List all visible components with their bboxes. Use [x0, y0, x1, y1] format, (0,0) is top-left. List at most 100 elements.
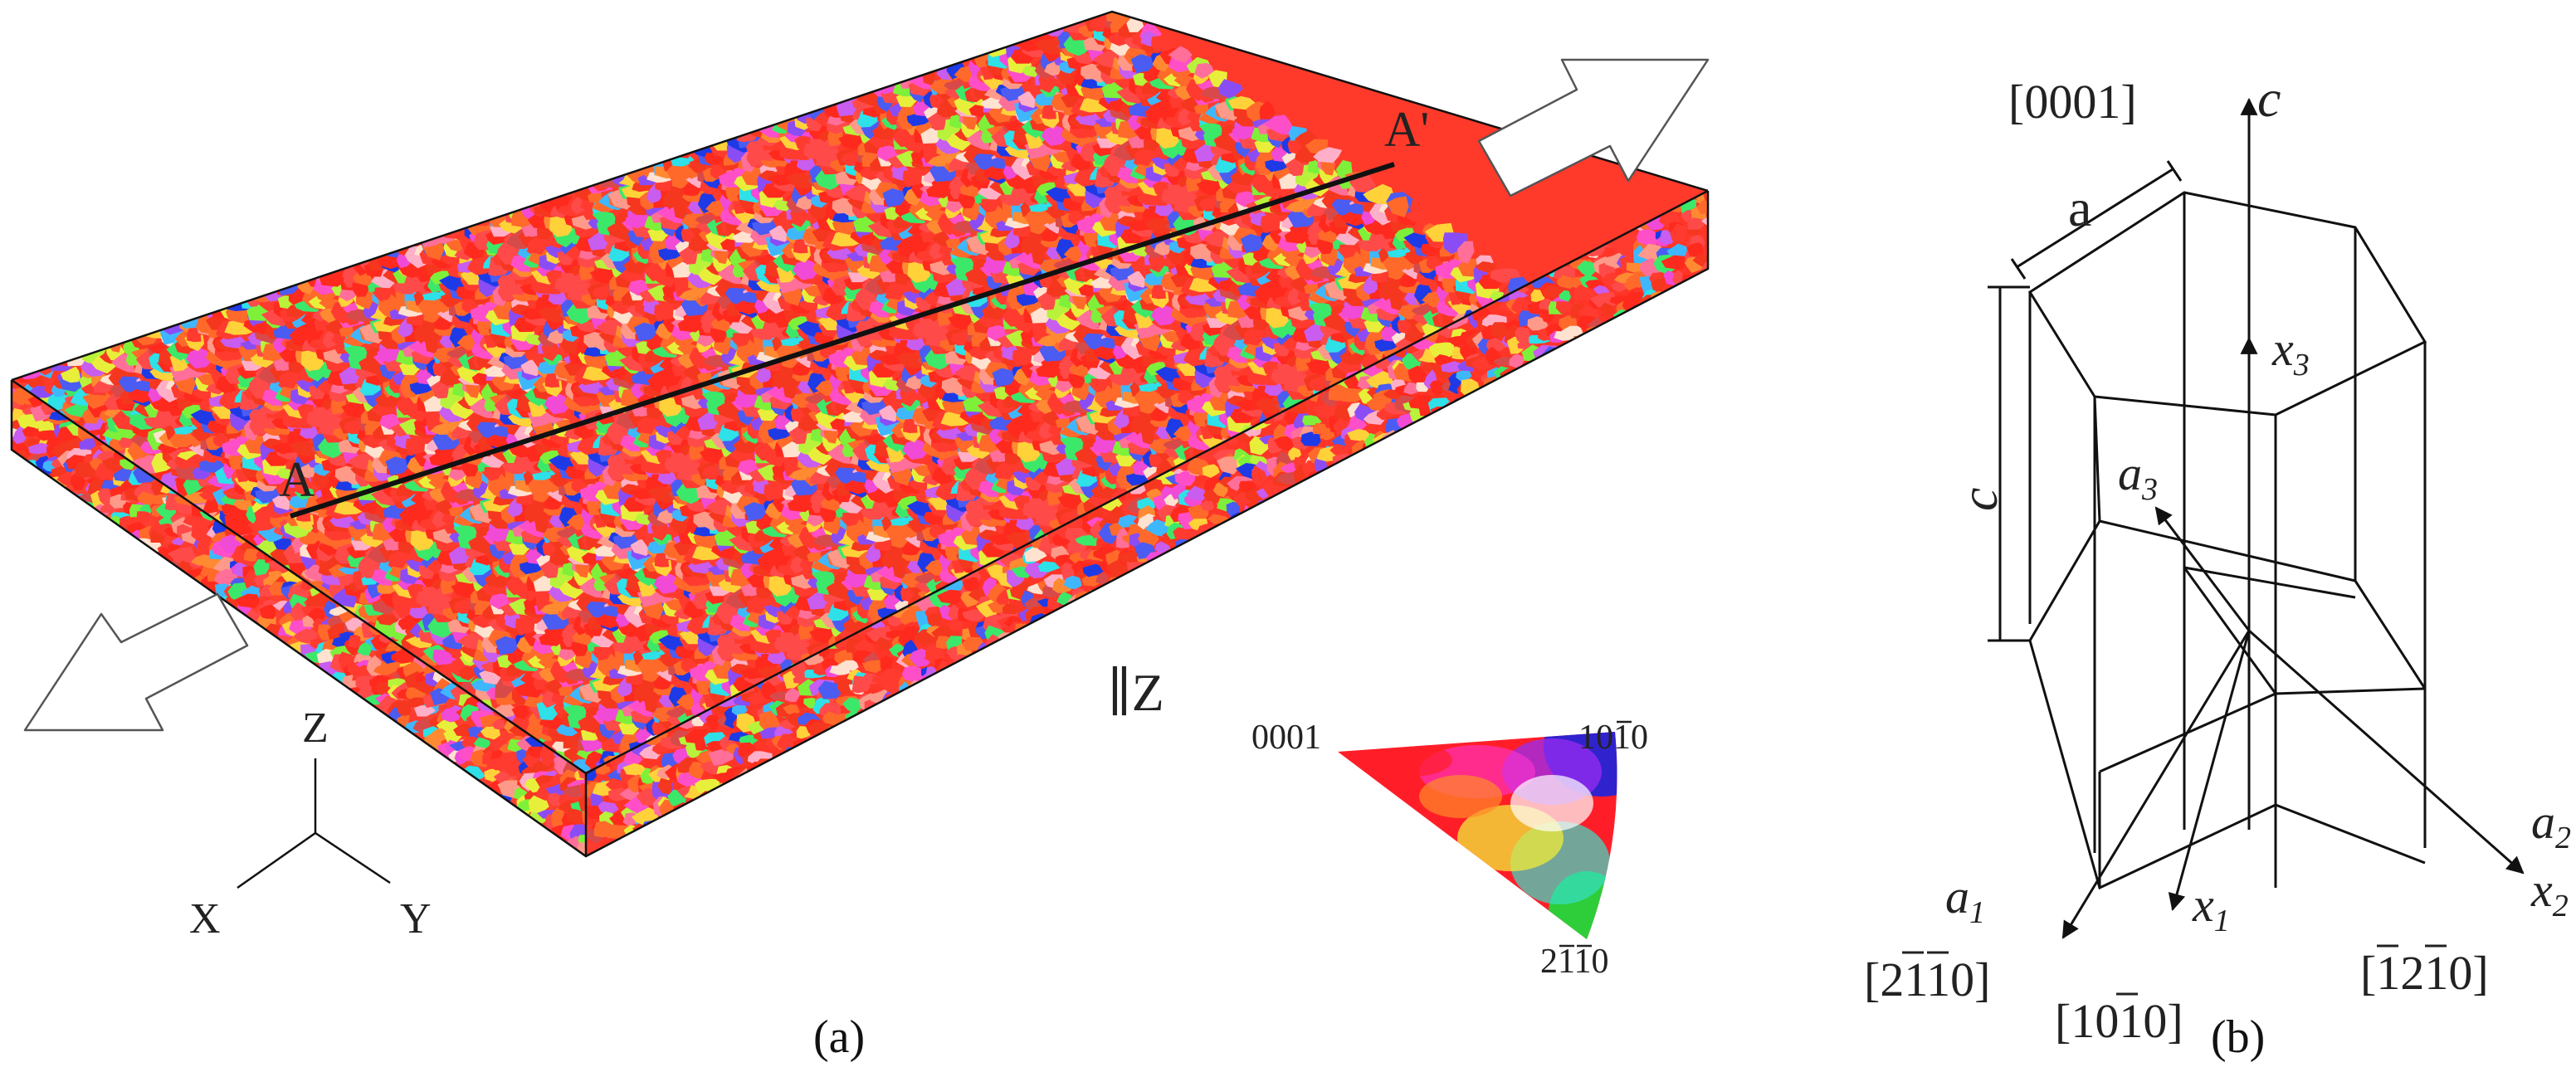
grain	[1295, 501, 1312, 514]
grain	[1427, 429, 1447, 447]
grain	[1299, 500, 1324, 521]
grain	[1488, 411, 1520, 431]
grain	[1375, 449, 1396, 468]
grain	[1383, 475, 1409, 488]
grain	[1429, 420, 1448, 435]
grain	[1447, 456, 1476, 470]
grain	[1309, 526, 1332, 539]
grain	[1321, 469, 1346, 483]
grain	[1269, 509, 1289, 529]
grain	[1479, 423, 1495, 446]
grain	[1477, 407, 1504, 429]
grain	[1343, 514, 1365, 530]
grain	[1512, 415, 1535, 430]
grain	[1496, 448, 1519, 468]
grain	[1293, 527, 1320, 546]
grain	[653, 678, 671, 690]
grain	[1267, 524, 1289, 536]
grain	[1350, 489, 1369, 508]
grain	[198, 460, 226, 473]
grain	[1329, 504, 1345, 525]
grain	[1346, 488, 1365, 508]
grain	[1419, 445, 1450, 459]
grain	[1442, 417, 1456, 431]
grain	[1445, 405, 1474, 425]
grain	[169, 432, 197, 447]
grain	[1181, 553, 1199, 569]
grain	[1315, 485, 1338, 503]
grain	[1535, 436, 1554, 450]
grain	[1144, 568, 1174, 581]
grain	[1355, 472, 1372, 488]
grain	[1452, 431, 1478, 456]
grain	[1283, 536, 1300, 552]
grain	[458, 666, 479, 681]
grain	[1378, 497, 1403, 519]
grain	[1239, 545, 1271, 566]
grain	[1325, 490, 1348, 504]
grain	[1168, 573, 1195, 587]
grain	[1230, 516, 1258, 539]
grain	[593, 646, 612, 661]
grain	[1193, 551, 1208, 564]
grain	[1497, 441, 1517, 460]
grain	[1337, 480, 1365, 499]
grain	[1178, 563, 1198, 582]
grain	[1405, 436, 1432, 460]
grain	[1330, 475, 1349, 495]
grain	[1492, 435, 1520, 451]
grain	[1437, 438, 1462, 458]
grain	[231, 523, 253, 536]
grain	[61, 366, 80, 383]
grain	[637, 657, 664, 673]
grain	[1164, 556, 1186, 573]
grain	[1417, 467, 1437, 489]
grain	[1109, 585, 1125, 600]
grain	[305, 532, 320, 544]
grain	[1411, 446, 1439, 465]
grain	[1558, 437, 1583, 453]
grain	[1441, 484, 1460, 499]
grain	[1178, 548, 1196, 568]
grain	[1526, 444, 1543, 465]
grain	[1376, 475, 1393, 490]
grain	[1283, 531, 1311, 544]
grain	[1257, 523, 1280, 539]
grain	[1222, 521, 1240, 539]
grain	[1529, 448, 1556, 461]
grain	[1310, 513, 1334, 528]
grain	[1444, 441, 1471, 459]
grain	[1422, 486, 1442, 507]
grain	[1433, 460, 1461, 481]
grain	[1412, 429, 1428, 444]
grain	[1368, 459, 1398, 475]
grain	[1530, 423, 1551, 436]
grain	[1253, 544, 1275, 563]
grain	[1375, 486, 1398, 509]
grain	[1256, 541, 1276, 556]
grain	[1388, 452, 1411, 468]
grain	[376, 613, 400, 626]
grain	[1194, 538, 1222, 557]
grain	[1221, 557, 1238, 573]
grain	[563, 704, 588, 718]
grain	[1363, 493, 1393, 511]
grain	[1374, 500, 1394, 520]
grain	[1472, 442, 1498, 454]
grain	[1486, 461, 1505, 481]
grain	[1389, 483, 1406, 498]
grain	[1430, 426, 1449, 446]
grain	[1218, 551, 1244, 566]
grain	[1524, 423, 1545, 436]
grain	[1387, 445, 1405, 458]
grain	[1366, 451, 1393, 468]
grain	[1490, 400, 1519, 419]
grain	[1218, 536, 1247, 554]
grain	[1353, 481, 1383, 501]
grain	[1229, 542, 1256, 563]
grain	[1145, 578, 1165, 594]
grain	[1066, 611, 1092, 621]
grain	[1273, 537, 1291, 549]
grain	[1357, 451, 1373, 466]
